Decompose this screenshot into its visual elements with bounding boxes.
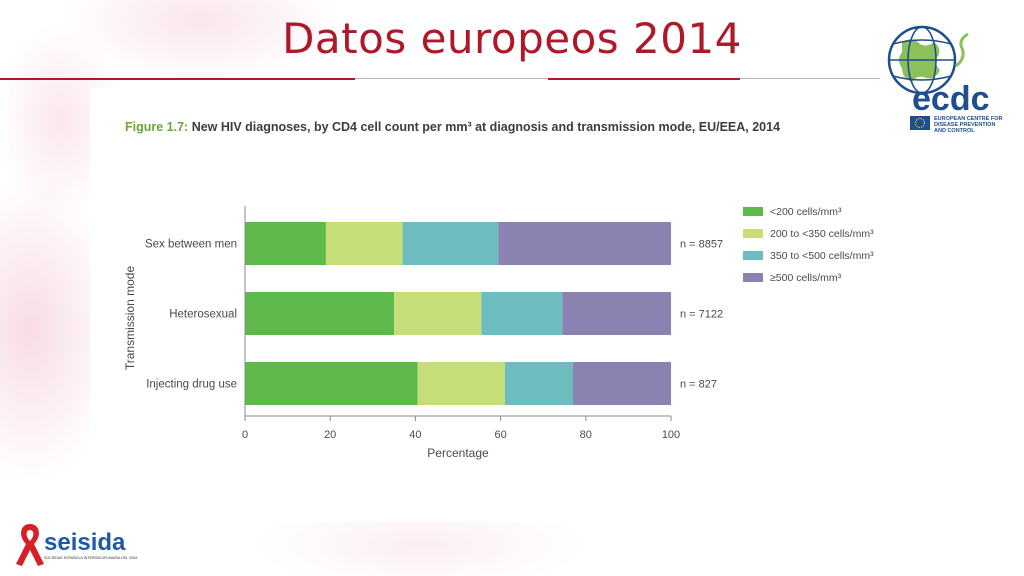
bar-annotations: n = 8857 n = 7122 n = 827 <box>680 239 723 391</box>
title-underline-left <box>0 78 355 80</box>
slide-title: Datos europeos 2014 <box>282 14 742 63</box>
legend-swatch <box>743 229 763 238</box>
title-underline-right <box>548 78 740 80</box>
ecdc-subtitle-3: AND CONTROL <box>934 128 975 134</box>
eu-stars-icon <box>914 117 926 129</box>
eu-flag-icon <box>910 116 930 130</box>
ecdc-wordmark: ecdc <box>912 80 990 118</box>
globe-icon <box>887 25 969 95</box>
bar-annotation: n = 827 <box>680 379 717 391</box>
title-underline-grey <box>0 78 880 79</box>
tick-label: 60 <box>494 429 506 441</box>
tick-label: 80 <box>580 429 592 441</box>
bar-segment <box>245 292 395 335</box>
seisida-wordmark: seisida <box>44 529 126 556</box>
legend-swatch <box>743 251 763 260</box>
figure-caption-text: New HIV diagnoses, by CD4 cell count per… <box>188 120 781 134</box>
category-label: Injecting drug use <box>146 379 237 391</box>
figure-caption: Figure 1.7: New HIV diagnoses, by CD4 ce… <box>125 120 780 134</box>
tick-label: 20 <box>324 429 336 441</box>
tick-label: 0 <box>242 429 248 441</box>
ecdc-subtitle-1: EUROPEAN CENTRE FOR <box>934 116 1002 122</box>
ecdc-subtitle-2: DISEASE PREVENTION <box>934 122 995 128</box>
category-label: Sex between men <box>145 239 237 251</box>
bar-segment <box>325 222 403 265</box>
bar-segment <box>562 292 671 335</box>
category-label: Heterosexual <box>169 309 237 321</box>
tick-label: 40 <box>409 429 421 441</box>
bar-segment <box>402 222 499 265</box>
category-labels: Sex between men Heterosexual Injecting dru… <box>145 239 237 391</box>
bar-segment <box>417 362 505 405</box>
bar-segment <box>504 362 574 405</box>
seisida-subtitle: SOCIEDAD ESPAÑOLA INTERDISCIPLINARIA DEL… <box>44 555 138 560</box>
x-axis-ticks: 0 20 40 60 80 100 <box>242 416 680 441</box>
bar-segment <box>394 292 482 335</box>
seisida-logo: seisida SOCIEDAD ESPAÑOLA INTERDISCIPLIN… <box>16 524 138 566</box>
bar-segment <box>245 362 418 405</box>
bar-annotation: n = 8857 <box>680 239 723 251</box>
chart-legend: <200 cells/mm³ 200 to <350 cells/mm³ 350 t… <box>743 206 874 284</box>
bar-segment <box>573 362 671 405</box>
legend-label: 350 to <500 cells/mm³ <box>770 250 874 262</box>
red-ribbon-icon <box>16 524 44 566</box>
legend-label: <200 cells/mm³ <box>770 206 842 218</box>
legend-swatch <box>743 207 763 216</box>
legend-swatch <box>743 273 763 282</box>
bar-segment <box>481 292 563 335</box>
legend-label: ≥500 cells/mm³ <box>770 272 842 284</box>
y-axis-label: Transmission mode <box>123 266 137 371</box>
legend-label: 200 to <350 cells/mm³ <box>770 228 874 240</box>
tick-label: 100 <box>662 429 680 441</box>
bar-segment <box>498 222 671 265</box>
ecdc-logo: ecdc EUROPEAN CENTRE FOR DISEASE PREVENT… <box>887 25 1002 134</box>
chart-bars <box>245 222 671 405</box>
bar-segment <box>245 222 326 265</box>
bar-annotation: n = 7122 <box>680 309 723 321</box>
x-axis-label: Percentage <box>427 446 489 460</box>
figure-number: Figure 1.7: <box>125 120 189 134</box>
